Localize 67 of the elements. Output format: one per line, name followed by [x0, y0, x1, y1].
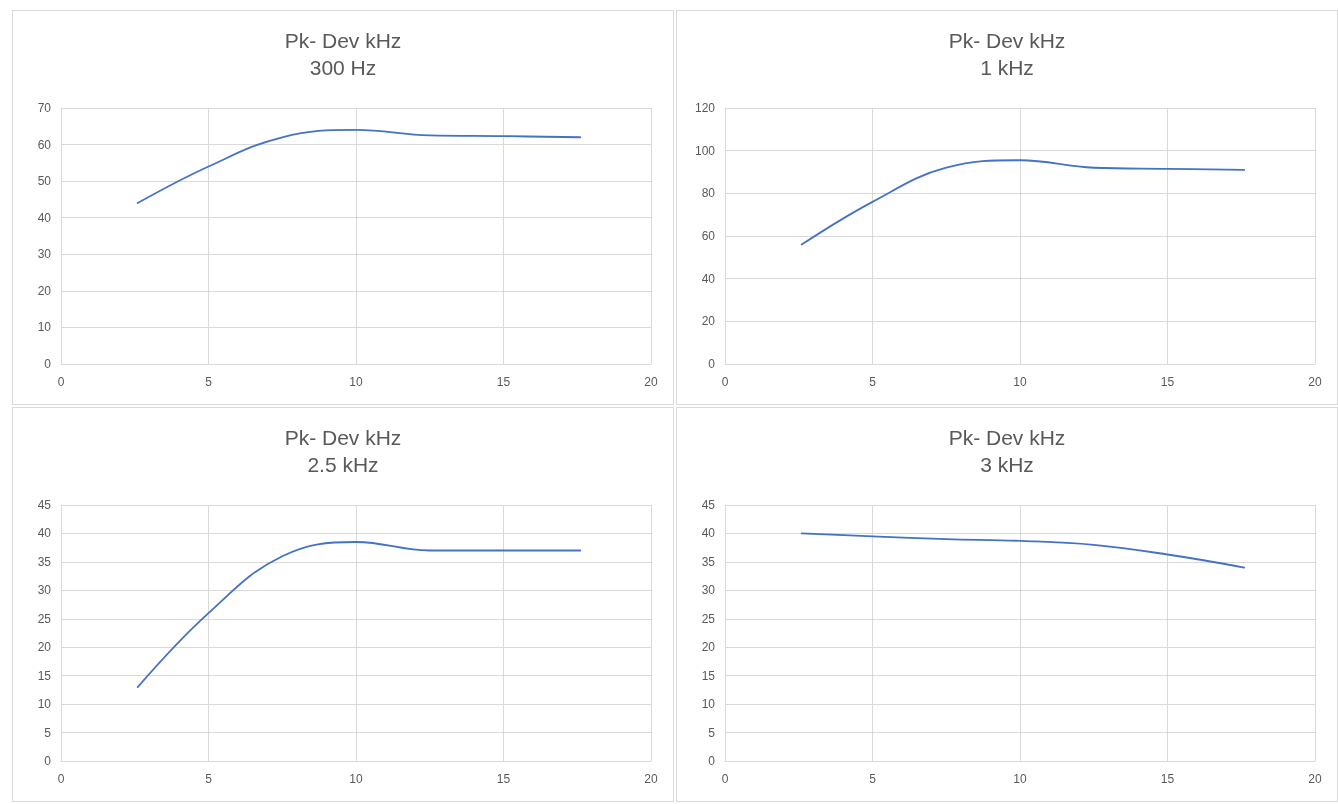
- y-tick-label: 60: [701, 229, 716, 243]
- chart-subtitle: 300 Hz: [309, 56, 377, 79]
- x-tick-label: 0: [57, 772, 65, 786]
- y-tick-label: 0: [44, 357, 52, 371]
- chart-title: Pk- Dev kHz: [284, 426, 402, 449]
- x-tick-label: 20: [1308, 772, 1322, 786]
- y-tick-label: 10: [37, 697, 52, 712]
- y-tick-label: 0: [44, 754, 52, 768]
- x-tick-label: 20: [1308, 375, 1322, 389]
- x-tick-label: 15: [496, 772, 511, 786]
- x-tick-label: 10: [1013, 375, 1027, 389]
- y-tick-label: 60: [37, 137, 52, 152]
- y-tick-label: 30: [701, 583, 716, 598]
- x-tick-label: 0: [721, 772, 729, 786]
- y-tick-label: 0: [708, 357, 716, 371]
- line-series: [800, 532, 1246, 569]
- x-tick-label: 15: [1160, 772, 1175, 786]
- y-tick-label: 20: [701, 314, 716, 329]
- chart-subtitle: 1 kHz: [980, 56, 1034, 79]
- y-tick-label: 45: [37, 498, 52, 512]
- y-tick-label: 15: [701, 668, 716, 683]
- y-tick-label: 35: [37, 554, 52, 569]
- x-tick-label: 15: [496, 375, 511, 389]
- y-tick-label: 20: [701, 640, 716, 655]
- chart-title: Pk- Dev kHz: [948, 426, 1066, 449]
- line-series: [800, 159, 1246, 246]
- y-tick-label: 40: [701, 526, 716, 541]
- y-tick-label: 15: [37, 668, 52, 683]
- y-tick-label: 25: [701, 611, 716, 626]
- x-tick-label: 5: [205, 375, 213, 389]
- x-tick-label: 20: [644, 375, 658, 389]
- chart-subtitle: 3 kHz: [980, 453, 1034, 476]
- x-tick-label: 5: [869, 375, 877, 389]
- x-tick-label: 20: [644, 772, 658, 786]
- y-tick-label: 70: [37, 101, 52, 115]
- y-tick-label: 5: [708, 725, 716, 740]
- chart-subtitle: 2.5 kHz: [307, 453, 379, 476]
- x-tick-label: 0: [57, 375, 65, 389]
- y-tick-label: 45: [701, 498, 716, 512]
- line-series: [136, 129, 582, 204]
- y-tick-label: 50: [37, 174, 52, 189]
- y-tick-label: 5: [44, 725, 52, 740]
- y-tick-label: 20: [37, 283, 52, 298]
- y-tick-label: 10: [701, 697, 716, 712]
- y-tick-label: 80: [701, 186, 716, 201]
- chart-title: Pk- Dev kHz: [284, 29, 402, 52]
- y-tick-label: 0: [708, 754, 716, 768]
- y-tick-label: 10: [37, 320, 52, 335]
- x-tick-label: 10: [349, 375, 363, 389]
- y-tick-label: 35: [701, 554, 716, 569]
- x-tick-label: 10: [1013, 772, 1027, 786]
- chart-title: Pk- Dev kHz: [948, 29, 1066, 52]
- x-tick-label: 5: [205, 772, 213, 786]
- line-series: [136, 541, 582, 688]
- y-tick-label: 40: [37, 210, 52, 225]
- y-tick-label: 100: [694, 143, 716, 158]
- y-tick-label: 25: [37, 611, 52, 626]
- y-tick-label: 40: [37, 526, 52, 541]
- x-tick-label: 0: [721, 375, 729, 389]
- x-tick-label: 5: [869, 772, 877, 786]
- y-tick-label: 120: [694, 101, 716, 115]
- x-tick-label: 10: [349, 772, 363, 786]
- x-tick-label: 15: [1160, 375, 1175, 389]
- y-tick-label: 20: [37, 640, 52, 655]
- y-tick-label: 30: [37, 247, 52, 262]
- y-tick-label: 30: [37, 583, 52, 598]
- y-tick-label: 40: [701, 271, 716, 286]
